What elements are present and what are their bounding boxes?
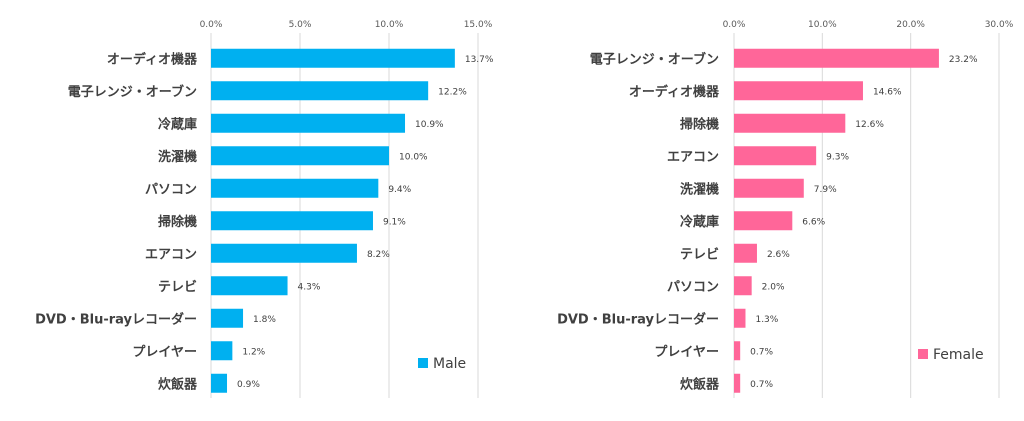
category-label: DVD・Blu-rayレコーダー [35,311,197,327]
data-label: 4.3% [298,282,321,292]
data-label: 2.6% [767,250,790,260]
category-label: 掃除機 [680,116,719,132]
category-label: エアコン [667,150,719,165]
data-label: 9.3% [826,152,849,162]
category-label: 冷蔵庫 [158,116,197,132]
data-label: 9.4% [388,185,411,195]
bar [734,113,846,133]
bar [211,373,228,393]
bar [211,113,406,133]
x-tick-label: 20.0% [896,20,925,30]
bar [211,308,244,328]
data-label: 10.9% [415,120,444,130]
bar [211,48,455,68]
legend-label: Male [433,356,466,372]
legend-swatch [418,358,428,368]
category-label: 電子レンジ・オーブン [68,84,197,100]
bar [734,81,863,101]
legend-label: Female [933,347,984,363]
category-label: テレビ [680,246,719,262]
bar [734,48,939,68]
category-label: エアコン [145,247,197,262]
category-label: 冷蔵庫 [680,214,719,230]
x-tick-label: 30.0% [985,20,1014,30]
data-label: 1.8% [253,315,276,325]
x-tick-label: 0.0% [723,20,746,30]
category-label: 炊飯器 [680,376,720,392]
bar [211,81,429,101]
data-label: 9.1% [383,217,406,227]
data-label: 0.9% [237,380,260,390]
category-label: オーディオ機器 [107,51,198,67]
category-label: パソコン [145,182,197,197]
category-label: オーディオ機器 [629,84,720,100]
legend-swatch [918,349,928,359]
data-label: 7.9% [814,185,837,195]
category-label: 掃除機 [158,214,197,230]
data-label: 12.6% [855,120,884,130]
bar [211,243,357,263]
category-label: テレビ [158,279,197,295]
category-label: 洗濯機 [158,149,197,165]
bar [734,146,817,166]
x-tick-label: 5.0% [289,20,312,30]
x-tick-label: 10.0% [375,20,404,30]
bar [211,146,389,166]
bar [211,276,288,296]
bar [734,243,757,263]
category-label: プレイヤー [132,345,197,360]
x-tick-label: 10.0% [808,20,837,30]
bar [734,276,752,296]
data-label: 0.7% [750,347,773,357]
data-label: 0.7% [750,380,773,390]
bar [734,373,741,393]
x-tick-label: 0.0% [200,20,223,30]
x-tick-label: 15.0% [464,20,493,30]
category-label: パソコン [667,280,719,295]
data-label: 1.3% [755,315,778,325]
bar [734,211,793,231]
bar [734,341,741,361]
category-label: 電子レンジ・オーブン [590,51,719,67]
data-label: 1.2% [242,347,265,357]
category-label: 洗濯機 [680,181,719,197]
data-label: 13.7% [465,55,494,65]
data-label: 10.0% [399,152,428,162]
data-label: 12.2% [438,87,467,97]
category-label: DVD・Blu-rayレコーダー [557,311,719,327]
category-label: プレイヤー [654,345,719,360]
data-label: 6.6% [802,217,825,227]
data-label: 14.6% [873,87,902,97]
bar [734,308,746,328]
data-label: 2.0% [762,282,785,292]
data-label: 8.2% [367,250,390,260]
bar [734,178,804,198]
bar [211,341,233,361]
category-label: 炊飯器 [158,376,198,392]
data-label: 23.2% [949,55,978,65]
bar [211,211,373,231]
bar [211,178,379,198]
